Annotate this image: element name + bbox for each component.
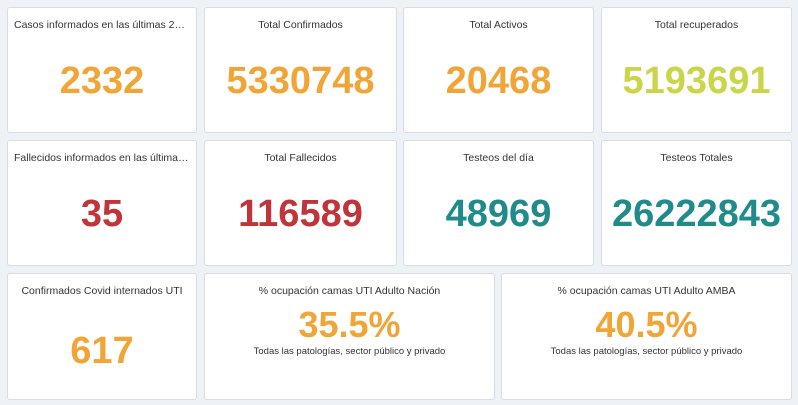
card-title: % ocupación camas UTI Adulto AMBA [557,285,736,297]
card-subtitle: Todas las patologías, sector público y p… [253,346,446,357]
card-internados-uti: Confirmados Covid internados UTI 617 [7,273,197,400]
card-value: 26222843 [611,193,782,235]
card-total-fallecidos: Total Fallecidos 116589 [204,140,397,266]
card-value: 35 [80,193,124,235]
card-title: Testeos del día [463,152,534,164]
card-title: Total Fallecidos [264,152,337,164]
card-value: 40.5% [595,304,698,345]
card-testeos-totales: Testeos Totales 26222843 [601,140,792,266]
card-ocupacion-nacion: % ocupación camas UTI Adulto Nación 35.5… [204,273,495,400]
card-title: Total recuperados [654,19,739,31]
card-total-activos: Total Activos 20468 [403,7,594,133]
card-title: Total Confirmados [258,19,343,31]
card-subtitle: Todas las patologías, sector público y p… [550,346,743,357]
card-title: Casos informados en las últimas 24 hs [14,19,190,31]
card-value: 617 [70,330,134,372]
card-total-confirmados: Total Confirmados 5330748 [204,7,397,133]
card-fallecidos-24h: Fallecidos informados en las últimas 24 … [7,140,197,266]
card-total-recuperados: Total recuperados 5193691 [601,7,792,133]
card-value: 48969 [445,193,552,235]
card-value: 20468 [445,60,552,102]
card-title: % ocupación camas UTI Adulto Nación [258,285,441,297]
card-title: Total Activos [469,19,528,31]
card-value: 5330748 [226,60,375,102]
card-title: Fallecidos informados en las últimas 24 … [14,152,190,164]
card-value: 35.5% [298,304,401,345]
card-value: 116589 [238,193,363,235]
card-title: Testeos Totales [660,152,733,164]
card-value: 2332 [59,60,145,102]
card-testeos-dia: Testeos del día 48969 [403,140,594,266]
card-value: 5193691 [622,60,771,102]
card-casos-24h: Casos informados en las últimas 24 hs 23… [7,7,197,133]
card-ocupacion-amba: % ocupación camas UTI Adulto AMBA 40.5% … [501,273,792,400]
card-title: Confirmados Covid internados UTI [21,285,183,297]
